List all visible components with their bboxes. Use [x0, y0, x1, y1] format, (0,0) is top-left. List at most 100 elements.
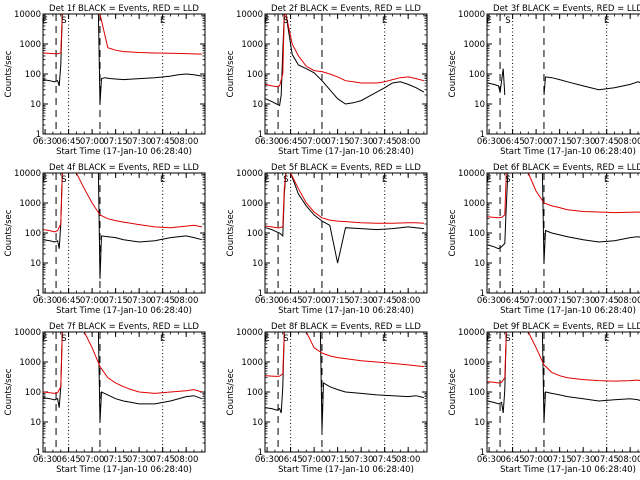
x-tick-label: 07:30: [571, 137, 596, 147]
y-tick-label: 1: [258, 448, 263, 458]
chart-panel-1: Det 1f BLACK = Events, RED = LLD 1 10 100 10…: [4, 4, 206, 157]
event-marker-label: E: [382, 334, 387, 344]
x-tick-label: 07:45: [150, 137, 175, 147]
x-tick-label: 06:30: [255, 296, 280, 306]
plot-area: [487, 173, 640, 293]
event-marker-label: E: [160, 16, 165, 26]
x-tick-label: 07:45: [372, 455, 397, 465]
y-tick-label: 100: [469, 70, 485, 80]
chart-panel-6: Det 6f BLACK = Events, RED = LLD 1 10 100 10…: [448, 163, 640, 316]
chart-title: Det 3f BLACK = Events, RED = LLD: [493, 4, 640, 14]
y-axis-label: Counts/sec: [226, 209, 236, 256]
x-axis-label: Start Time (17-Jan-10 06:28:40): [56, 465, 192, 475]
lld-series-line: [265, 14, 425, 88]
x-tick-label: 06:45: [56, 296, 81, 306]
x-tick-label: 08:00: [396, 296, 421, 306]
x-tick-label: 07:30: [127, 296, 152, 306]
x-tick-label: 06:45: [278, 296, 303, 306]
events-series-line: [265, 14, 425, 107]
x-tick-label: 07:15: [325, 137, 350, 147]
y-tick-label: 100: [247, 229, 263, 239]
events-series-line: [487, 332, 640, 423]
chart-panel-3: Det 3f BLACK = Events, RED = LLD 1 10 100 10…: [448, 4, 640, 157]
x-tick-label: 06:30: [477, 455, 502, 465]
y-axis-label: Counts/sec: [226, 368, 236, 415]
events-series-line: [543, 76, 640, 96]
x-tick-label: 07:00: [524, 455, 549, 465]
x-tick-label: 06:45: [278, 455, 303, 465]
events-series-line: [487, 68, 506, 96]
y-tick-label: 1: [480, 289, 485, 299]
event-marker-label: E: [264, 175, 269, 185]
y-tick-label: 10: [30, 100, 41, 110]
chart-panel-9: Det 9f BLACK = Events, RED = LLD 1 10 100 10…: [448, 322, 640, 475]
x-tick-label: 07:00: [80, 455, 105, 465]
y-tick-label: 10: [30, 418, 41, 428]
y-tick-label: 1000: [463, 199, 485, 209]
y-tick-label: 1: [258, 130, 263, 140]
x-tick-label: 06:45: [56, 455, 81, 465]
event-marker-label: E: [264, 16, 269, 26]
y-tick-label: 10000: [14, 169, 41, 179]
chart-panel-2: Det 2f BLACK = Events, RED = LLD 1 10 100 10…: [226, 4, 428, 157]
x-tick-label: 08:00: [618, 296, 640, 306]
event-marker-label: S: [505, 16, 510, 26]
event-marker-label: S: [283, 334, 288, 344]
x-tick-label: 08:00: [618, 137, 640, 147]
plot-area: [265, 14, 425, 134]
event-marker-label: S: [283, 16, 288, 26]
event-marker-label: E: [42, 175, 47, 185]
plot-area: [487, 14, 640, 134]
event-marker-label: E: [486, 175, 491, 185]
x-tick-label: 07:30: [571, 296, 596, 306]
x-tick-label: 07:00: [302, 296, 327, 306]
y-tick-label: 100: [469, 388, 485, 398]
x-tick-label: 07:30: [571, 455, 596, 465]
x-tick-label: 06:30: [33, 455, 58, 465]
x-tick-label: 07:45: [594, 455, 619, 465]
x-axis-label: Start Time (17-Jan-10 06:28:40): [56, 147, 192, 157]
y-axis-label: Counts/sec: [448, 50, 458, 97]
events-series-line: [43, 173, 203, 279]
x-tick-label: 07:30: [127, 455, 152, 465]
chart-title: Det 9f BLACK = Events, RED = LLD: [493, 322, 640, 332]
plot-area: [265, 332, 425, 452]
x-tick-label: 08:00: [174, 137, 199, 147]
lld-series-line: [265, 332, 424, 377]
y-axis-label: Counts/sec: [4, 50, 14, 97]
x-tick-label: 07:15: [547, 296, 572, 306]
chart-title: Det 8f BLACK = Events, RED = LLD: [271, 322, 421, 332]
event-marker-label: E: [160, 334, 165, 344]
plot-area: [265, 173, 424, 293]
x-axis-label: Start Time (17-Jan-10 06:28:40): [278, 306, 414, 316]
y-tick-label: 10000: [14, 328, 41, 338]
y-axis-label: Counts/sec: [226, 50, 236, 97]
event-marker-label: S: [61, 16, 66, 26]
plot-area: [43, 173, 203, 293]
y-tick-label: 10: [252, 259, 263, 269]
x-tick-label: 06:45: [500, 455, 525, 465]
y-tick-label: 10000: [236, 10, 263, 20]
lld-series-line: [43, 173, 202, 233]
plot-frame: [42, 13, 206, 135]
event-marker-label: E: [382, 16, 387, 26]
event-marker-label: S: [505, 175, 510, 185]
events-series-line: [43, 14, 202, 105]
x-tick-label: 07:30: [349, 455, 374, 465]
y-tick-label: 100: [25, 70, 41, 80]
x-axis-label: Start Time (17-Jan-10 06:28:40): [500, 306, 636, 316]
plot-area: [487, 332, 640, 452]
plot-frame: [486, 172, 640, 294]
x-tick-label: 07:00: [80, 296, 105, 306]
x-tick-label: 06:45: [278, 137, 303, 147]
x-tick-label: 06:45: [56, 137, 81, 147]
y-axis-label: Counts/sec: [4, 209, 14, 256]
y-tick-label: 10000: [458, 10, 485, 20]
x-tick-label: 07:45: [594, 137, 619, 147]
plot-area: [43, 14, 202, 134]
x-tick-label: 07:45: [150, 296, 175, 306]
lld-series-line: [265, 173, 424, 229]
x-tick-label: 07:45: [372, 296, 397, 306]
y-tick-label: 100: [25, 388, 41, 398]
